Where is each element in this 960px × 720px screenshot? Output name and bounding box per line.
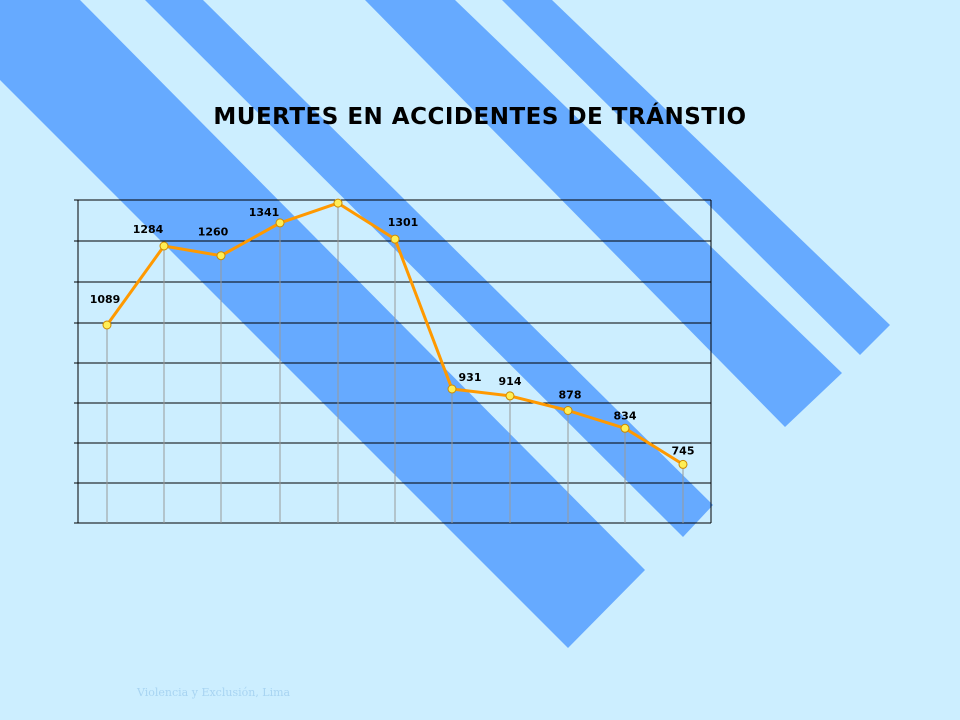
line-chart: 1089 1284 1260 1341 1301 931 914 878 834 745	[74, 198, 712, 524]
footer-text: Violencia y Exclusión, Lima	[137, 686, 291, 699]
data-label: 1301	[388, 216, 419, 229]
data-point	[216, 251, 226, 261]
data-point	[333, 198, 343, 208]
data-label: 1260	[198, 226, 229, 239]
data-point	[102, 320, 112, 330]
stripe-4	[502, 0, 890, 355]
data-label: 914	[499, 375, 522, 388]
data-label: 745	[672, 444, 695, 457]
decorative-stripes	[0, 0, 890, 648]
data-label: 931	[459, 371, 482, 384]
data-label: 1341	[249, 206, 280, 219]
data-point	[159, 241, 169, 251]
data-point	[275, 218, 285, 228]
data-point	[678, 459, 688, 469]
data-label: 1089	[90, 293, 121, 306]
data-point	[505, 391, 515, 401]
data-point	[563, 406, 573, 415]
data-point	[390, 234, 400, 244]
stripe-3	[365, 0, 842, 427]
chart-title: MUERTES EN ACCIDENTES DE TRÁNSTIO	[213, 104, 747, 130]
data-point	[620, 423, 630, 433]
data-label: 834	[614, 409, 637, 422]
data-label: 1284	[133, 223, 164, 236]
data-point	[447, 384, 457, 394]
data-label: 878	[559, 388, 582, 401]
stripe-1	[0, 0, 645, 648]
